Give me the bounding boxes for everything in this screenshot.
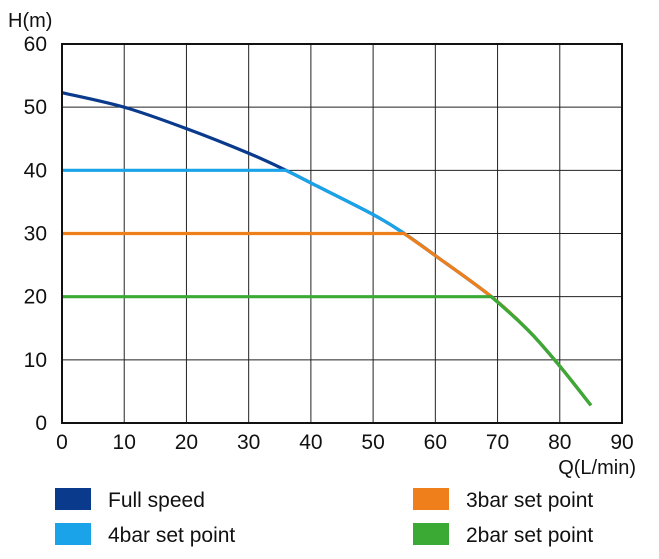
x-tick-label: 80	[548, 431, 571, 454]
series-line-full-speed	[61, 91, 593, 407]
legend-swatch	[413, 523, 449, 545]
legend-label: 2bar set point	[466, 524, 593, 547]
legend-item: 2bar set point	[413, 523, 593, 547]
legend-item: 4bar set point	[55, 523, 235, 547]
legend-swatch	[413, 488, 449, 510]
x-tick-label: 0	[56, 431, 68, 454]
x-tick-label: 10	[113, 431, 136, 454]
x-tick-label: 20	[175, 431, 198, 454]
legend-label: 4bar set point	[108, 524, 235, 547]
legend-item: Full speed	[55, 488, 205, 512]
x-tick-label: 50	[361, 431, 384, 454]
series-line-2bar-set-point	[62, 295, 593, 407]
x-tick-label: 30	[237, 431, 260, 454]
x-axis-label: Q(L/min)	[558, 457, 636, 479]
legend-swatch	[55, 488, 91, 510]
y-tick-label: 50	[24, 96, 47, 119]
legend: Full speed 4bar set point 3bar set point 2b…	[55, 488, 593, 547]
x-tick-labels: 0 10 20 30 40 50 60 70 80 90	[56, 431, 634, 454]
series-line-3bar-set-point	[62, 231, 593, 407]
y-tick-labels: 0 10 20 30 40 50 60	[24, 33, 47, 435]
y-tick-label: 0	[35, 412, 47, 435]
series-lines	[61, 91, 593, 407]
legend-item: 3bar set point	[413, 488, 593, 512]
y-tick-label: 60	[24, 33, 47, 56]
y-tick-label: 10	[24, 349, 47, 372]
y-tick-label: 30	[24, 223, 47, 246]
y-tick-label: 40	[24, 159, 47, 182]
x-tick-label: 90	[610, 431, 633, 454]
legend-swatch	[55, 523, 91, 545]
legend-label: Full speed	[108, 489, 205, 512]
y-tick-label: 20	[24, 286, 47, 309]
y-axis-label: H(m)	[8, 10, 52, 32]
series-line-4bar-set-point	[62, 168, 593, 407]
x-tick-label: 60	[424, 431, 447, 454]
legend-label: 3bar set point	[466, 489, 593, 512]
plot-frame	[61, 43, 623, 424]
x-tick-label: 40	[299, 431, 322, 454]
x-tick-label: 70	[486, 431, 509, 454]
